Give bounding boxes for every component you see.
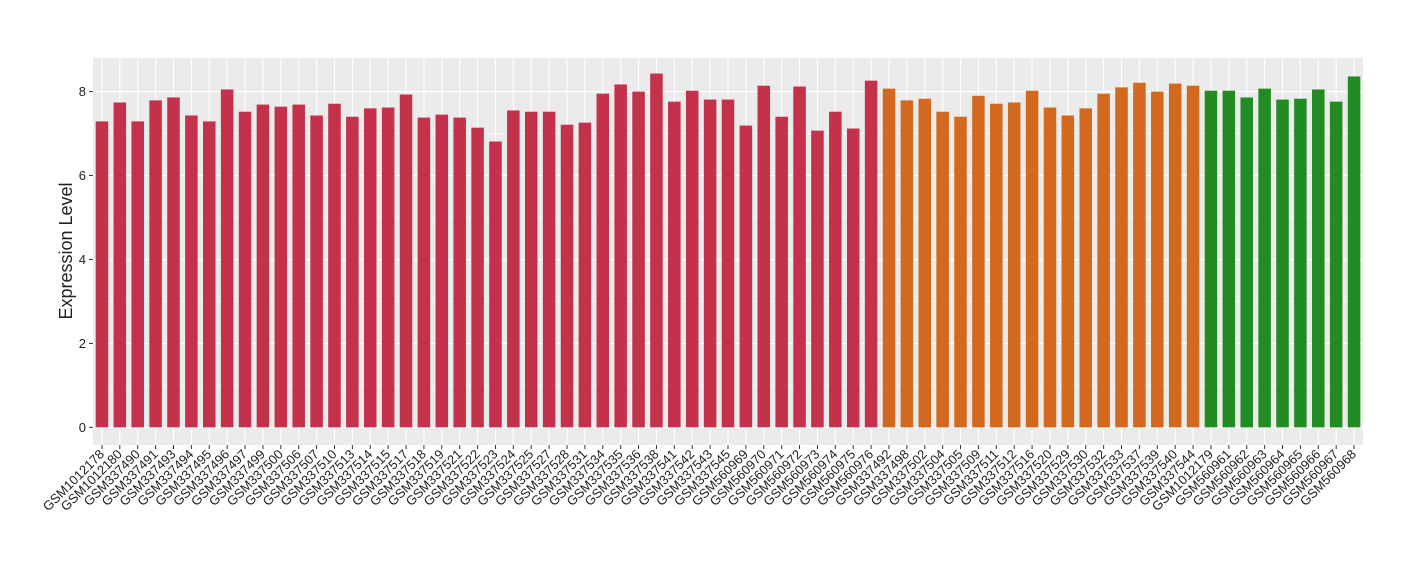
bar bbox=[829, 111, 842, 428]
bar bbox=[846, 128, 860, 428]
bar bbox=[864, 80, 878, 428]
bar bbox=[793, 86, 806, 428]
bar bbox=[1258, 88, 1271, 428]
bar bbox=[757, 85, 771, 428]
bar bbox=[131, 121, 144, 428]
bar bbox=[1007, 102, 1021, 428]
bar bbox=[524, 111, 538, 428]
bar bbox=[650, 73, 663, 428]
bar bbox=[203, 121, 216, 428]
y-axis-label: Expression Level bbox=[56, 182, 76, 319]
y-tick-label: 6 bbox=[79, 168, 86, 183]
bar bbox=[1276, 99, 1289, 428]
bar bbox=[328, 103, 341, 428]
bar bbox=[1240, 97, 1253, 428]
y-tick-label: 0 bbox=[79, 420, 86, 435]
bar bbox=[1329, 101, 1343, 428]
bar bbox=[1347, 76, 1361, 428]
bar bbox=[1222, 90, 1236, 428]
bar bbox=[1115, 87, 1128, 428]
bar bbox=[185, 115, 198, 428]
bar bbox=[668, 101, 681, 428]
bar bbox=[1025, 90, 1039, 428]
bar bbox=[417, 117, 431, 428]
bar bbox=[739, 125, 753, 428]
bar bbox=[721, 99, 735, 428]
bar bbox=[95, 121, 109, 428]
bar bbox=[596, 93, 610, 428]
y-tick-label: 8 bbox=[79, 84, 86, 99]
bar bbox=[685, 90, 699, 428]
bar bbox=[489, 141, 502, 428]
bar bbox=[936, 111, 949, 428]
bar bbox=[614, 84, 627, 428]
bar bbox=[292, 104, 305, 428]
bar bbox=[1168, 83, 1182, 428]
bar bbox=[346, 116, 359, 428]
bar bbox=[1312, 89, 1325, 428]
y-tick-label: 4 bbox=[79, 252, 86, 267]
bar bbox=[918, 98, 932, 428]
bar bbox=[113, 102, 127, 428]
bar bbox=[363, 108, 377, 428]
bar bbox=[167, 97, 180, 428]
bar bbox=[632, 91, 645, 428]
bar bbox=[1294, 98, 1307, 428]
bar bbox=[399, 94, 413, 428]
bar bbox=[435, 114, 449, 428]
bar bbox=[990, 103, 1003, 428]
bar bbox=[1043, 107, 1057, 428]
bar bbox=[256, 104, 270, 428]
bar bbox=[811, 130, 824, 428]
bar bbox=[882, 88, 896, 428]
bar bbox=[381, 107, 395, 428]
bar bbox=[220, 89, 234, 428]
bar bbox=[507, 110, 520, 428]
bar bbox=[1186, 85, 1200, 428]
bar bbox=[900, 100, 914, 428]
bar bbox=[310, 115, 323, 428]
bar bbox=[238, 111, 252, 428]
bar bbox=[1061, 115, 1075, 428]
y-tick-label: 2 bbox=[79, 336, 86, 351]
bar bbox=[453, 117, 466, 428]
bar bbox=[149, 100, 162, 428]
bar bbox=[1079, 108, 1093, 428]
bar bbox=[1097, 93, 1110, 428]
bar bbox=[972, 95, 985, 428]
bar bbox=[954, 116, 967, 428]
bar bbox=[471, 127, 484, 428]
bar bbox=[1204, 90, 1218, 428]
bar bbox=[703, 99, 717, 428]
bar bbox=[542, 111, 556, 428]
bar bbox=[274, 106, 288, 428]
bar bbox=[775, 116, 788, 428]
bar bbox=[578, 122, 592, 428]
bar bbox=[1133, 82, 1146, 428]
bar bbox=[1151, 91, 1164, 428]
bar bbox=[560, 124, 574, 428]
